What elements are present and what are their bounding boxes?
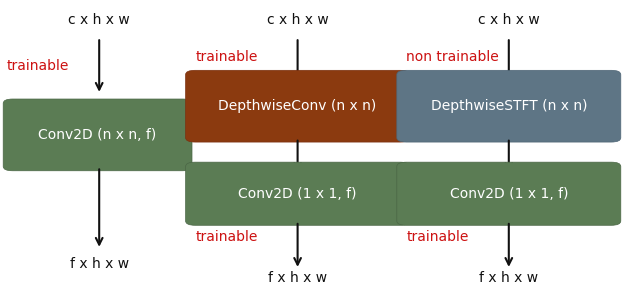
Text: Conv2D (n x n, f): Conv2D (n x n, f) xyxy=(38,128,157,142)
FancyBboxPatch shape xyxy=(397,70,621,142)
Text: c x h x w: c x h x w xyxy=(68,13,130,27)
Text: f x h x w: f x h x w xyxy=(268,272,327,285)
FancyBboxPatch shape xyxy=(3,99,192,171)
Text: trainable: trainable xyxy=(6,59,68,73)
Text: f x h x w: f x h x w xyxy=(70,257,129,271)
Text: non trainable: non trainable xyxy=(406,51,499,64)
Text: c x h x w: c x h x w xyxy=(267,13,328,27)
FancyBboxPatch shape xyxy=(186,70,410,142)
FancyBboxPatch shape xyxy=(397,162,621,225)
Text: trainable: trainable xyxy=(406,230,468,244)
Text: f x h x w: f x h x w xyxy=(479,272,538,285)
Text: trainable: trainable xyxy=(195,51,257,64)
Text: Conv2D (1 x 1, f): Conv2D (1 x 1, f) xyxy=(238,187,357,201)
Text: DepthwiseSTFT (n x n): DepthwiseSTFT (n x n) xyxy=(431,99,587,113)
Text: Conv2D (1 x 1, f): Conv2D (1 x 1, f) xyxy=(449,187,568,201)
Text: c x h x w: c x h x w xyxy=(478,13,540,27)
Text: trainable: trainable xyxy=(195,230,257,244)
Text: DepthwiseConv (n x n): DepthwiseConv (n x n) xyxy=(218,99,377,113)
FancyBboxPatch shape xyxy=(186,162,410,225)
